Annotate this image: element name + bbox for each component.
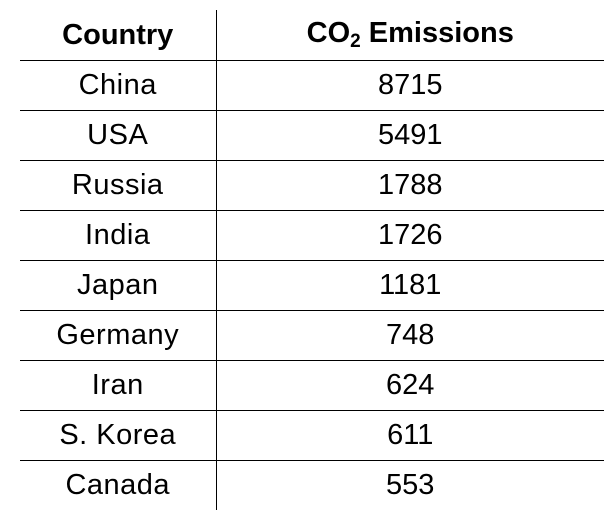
table-row: USA 5491 — [20, 110, 604, 161]
emissions-cell: 8715 — [216, 60, 604, 111]
emissions-cell: 748 — [216, 310, 604, 361]
emissions-table-container: Country CO2 Emissions China 8715 USA 549… — [20, 10, 604, 510]
country-cell: India — [20, 210, 217, 261]
header-row: Country CO2 Emissions — [20, 10, 604, 61]
emissions-cell: 5491 — [216, 110, 604, 161]
emissions-cell: 1788 — [216, 160, 604, 211]
header-co2-subscript: 2 — [350, 31, 361, 52]
table-row: China 8715 — [20, 60, 604, 111]
emissions-cell: 611 — [216, 410, 604, 461]
country-cell: Russia — [20, 160, 217, 211]
emissions-cell: 553 — [386, 469, 435, 501]
table-row: S. Korea 611 — [20, 410, 604, 461]
table-row: India 1726 — [20, 210, 604, 261]
header-co2-suffix: Emissions — [360, 17, 514, 49]
country-cell: China — [20, 60, 217, 111]
emissions-cell: 1181 — [216, 260, 604, 311]
table-row: Japan 1181 — [20, 260, 604, 311]
country-cell: Iran — [20, 360, 217, 411]
country-cell: Germany — [20, 310, 217, 361]
country-cell: Japan — [20, 260, 217, 311]
table-row: Russia 1788 — [20, 160, 604, 211]
country-cell: S. Korea — [20, 410, 217, 461]
header-country: Country — [20, 10, 217, 61]
table-row: Canada 553 — [20, 460, 604, 510]
country-cell: Canada — [20, 460, 217, 510]
emissions-cell: 624 — [216, 360, 604, 411]
country-cell: USA — [20, 110, 217, 161]
emissions-table: Country CO2 Emissions China 8715 USA 549… — [20, 10, 604, 510]
header-co2-emissions: CO2 Emissions — [216, 10, 604, 61]
table-row: Iran 624 — [20, 360, 604, 411]
header-co2-prefix: CO — [306, 17, 351, 49]
table-row: Germany 748 — [20, 310, 604, 361]
emissions-cell: 1726 — [216, 210, 604, 261]
